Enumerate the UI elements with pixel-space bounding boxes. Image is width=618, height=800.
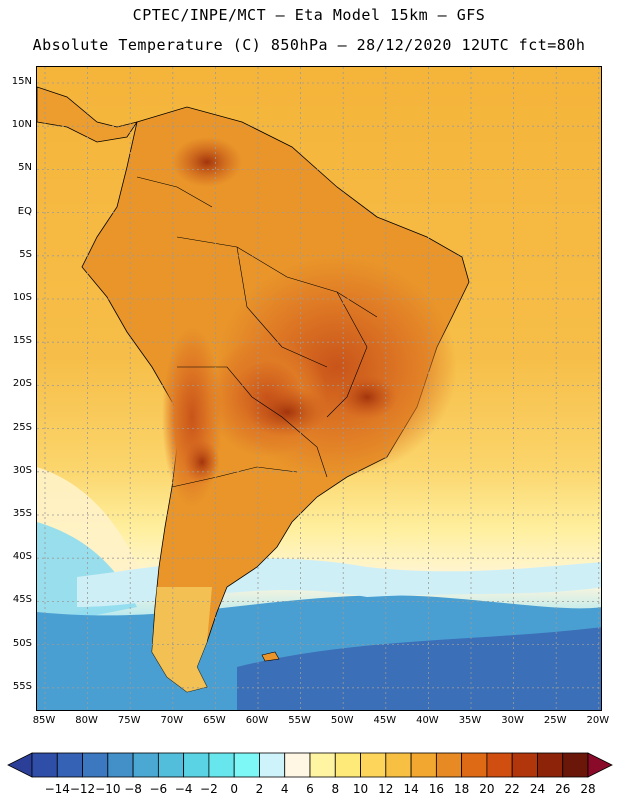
colorbar-swatch bbox=[537, 752, 564, 778]
colorbar-max-arrow bbox=[587, 752, 613, 778]
lon-label: 85W bbox=[32, 715, 56, 726]
lat-label: 15N bbox=[11, 76, 32, 87]
colorbar-swatch bbox=[284, 752, 311, 778]
lat-label: 20S bbox=[12, 378, 32, 390]
lon-label: 75W bbox=[117, 715, 141, 726]
colorbar-tick-label: −8 bbox=[124, 782, 142, 796]
colorbar-swatch bbox=[31, 752, 58, 778]
colorbar-tick-label: 12 bbox=[378, 782, 394, 796]
lon-label: 20W bbox=[586, 715, 610, 726]
colorbar-tick-label: 22 bbox=[504, 782, 520, 796]
colorbar-tick-label: 20 bbox=[479, 782, 495, 796]
temperature-map bbox=[36, 66, 602, 711]
colorbar-tick-label: −12 bbox=[69, 782, 96, 796]
colorbar-swatch bbox=[334, 752, 361, 778]
colorbar-tick-label: −2 bbox=[200, 782, 218, 796]
colorbar-tick-label: 10 bbox=[352, 782, 369, 796]
map-title-line1: CPTEC/INPE/MCT – Eta Model 15km – GFS bbox=[132, 6, 486, 24]
colorbar-swatch bbox=[157, 752, 185, 778]
lon-label: 35W bbox=[458, 715, 482, 726]
lat-label: 40S bbox=[12, 551, 32, 563]
lat-label: 30S bbox=[12, 464, 32, 476]
colorbar-swatch bbox=[233, 752, 260, 778]
colorbar-tick-label: 24 bbox=[529, 782, 546, 796]
lon-label: 45W bbox=[373, 715, 397, 726]
colorbar-swatch bbox=[56, 752, 83, 778]
lat-label: 55S bbox=[12, 680, 32, 692]
colorbar-tick-label: 4 bbox=[280, 782, 289, 796]
colorbar-swatch bbox=[360, 752, 387, 778]
lon-label: 60W bbox=[245, 715, 269, 726]
south-colder-band bbox=[237, 627, 601, 710]
colorbar-tick-label: 16 bbox=[428, 782, 444, 796]
lat-label: 25S bbox=[12, 421, 32, 433]
colorbar-swatch bbox=[259, 752, 286, 778]
hot-spot-east bbox=[337, 375, 397, 419]
lat-label: 45S bbox=[12, 594, 32, 606]
colorbar-swatch bbox=[82, 752, 109, 778]
lat-label: 10N bbox=[11, 119, 32, 131]
colorbar-tick-label: 18 bbox=[453, 782, 470, 796]
colorbar-swatch bbox=[208, 752, 235, 778]
lon-label: 70W bbox=[160, 715, 184, 726]
lon-label: 40W bbox=[416, 715, 439, 726]
colorbar-tick-label: −4 bbox=[174, 782, 193, 796]
lat-label: 35S bbox=[12, 508, 32, 519]
falkland-islands bbox=[261, 651, 280, 662]
colorbar-tick-label: −10 bbox=[95, 782, 121, 796]
colorbar-swatch bbox=[511, 752, 538, 778]
lon-label: 30W bbox=[501, 715, 524, 726]
colorbar-swatch bbox=[107, 752, 134, 778]
colorbar-tick-label: 28 bbox=[580, 782, 596, 796]
colorbar-swatch bbox=[486, 752, 513, 778]
patagonia-cool bbox=[152, 587, 212, 692]
colorbar-swatch bbox=[183, 752, 210, 778]
map-canvas bbox=[37, 67, 601, 710]
colorbar-tick-label: 0 bbox=[230, 782, 238, 796]
lat-label: 5N bbox=[18, 162, 32, 174]
colorbar-swatch bbox=[132, 752, 159, 778]
colorbar-tick-label: 14 bbox=[403, 782, 419, 796]
lon-label: 55W bbox=[288, 715, 311, 726]
lon-label: 65W bbox=[203, 715, 226, 726]
colorbar-tick-label: 6 bbox=[306, 782, 314, 796]
country-borders bbox=[136, 176, 378, 488]
lat-label: 5S bbox=[19, 248, 32, 260]
hot-spot-west bbox=[184, 440, 220, 484]
colorbar-swatch bbox=[461, 752, 488, 778]
graticule bbox=[37, 67, 601, 710]
lon-label: 25W bbox=[543, 715, 567, 726]
colorbar-swatch bbox=[562, 752, 589, 778]
colorbar-tick-label: −6 bbox=[149, 782, 168, 796]
colorbar-tick-label: 8 bbox=[331, 782, 340, 796]
colorbar-tick-label: −14 bbox=[44, 782, 70, 796]
lon-label: 80W bbox=[75, 715, 98, 726]
lon-label: 50W bbox=[330, 715, 354, 726]
colorbar-swatch bbox=[309, 752, 336, 778]
lat-label: 15S bbox=[12, 335, 32, 347]
colorbar-swatch bbox=[385, 752, 412, 778]
colorbar-tick-label: 2 bbox=[255, 782, 264, 796]
lat-label: 10S bbox=[12, 292, 32, 303]
colorbar-swatch bbox=[435, 752, 463, 778]
colorbar-swatch bbox=[410, 752, 437, 778]
hot-spot-center bbox=[247, 387, 327, 437]
colorbar-tick-label: 26 bbox=[555, 782, 571, 796]
lat-label: 50S bbox=[12, 637, 32, 649]
colorbar-min-arrow bbox=[7, 752, 33, 778]
hot-spot-north bbox=[172, 137, 242, 187]
map-title-line2: Absolute Temperature (C) 850hPa – 28/12/… bbox=[32, 36, 586, 54]
central-america-land bbox=[37, 86, 138, 143]
lat-label: EQ bbox=[17, 205, 32, 217]
